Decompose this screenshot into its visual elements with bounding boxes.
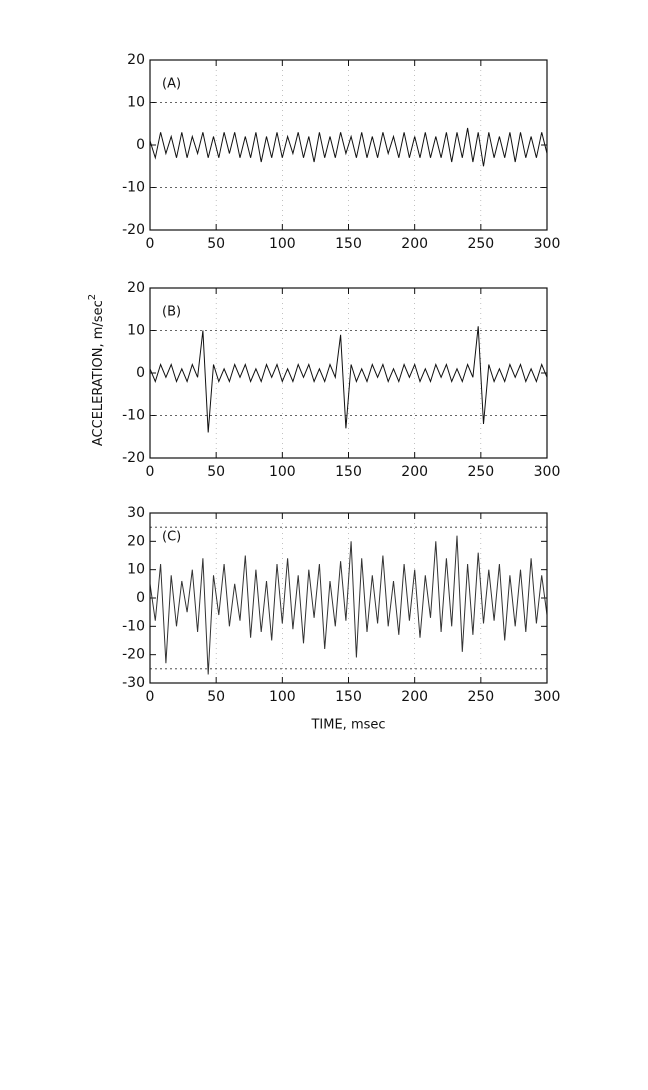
y-tick-label: 30 bbox=[127, 505, 145, 521]
x-tick-label: 250 bbox=[467, 464, 494, 480]
x-tick-label: 0 bbox=[146, 464, 155, 480]
x-tick-label: 0 bbox=[146, 236, 155, 252]
y-tick-label: -20 bbox=[122, 450, 145, 466]
x-tick-label: 300 bbox=[534, 689, 561, 705]
plot-frame bbox=[149, 59, 548, 231]
x-axis-label: TIME, msec bbox=[310, 718, 385, 733]
x-tick-label: 50 bbox=[207, 689, 225, 705]
y-tick-label: -10 bbox=[122, 180, 145, 196]
signal-line bbox=[149, 326, 548, 433]
y-tick-label: -10 bbox=[122, 408, 145, 424]
x-tick-label: 150 bbox=[335, 689, 362, 705]
x-tick-label: 200 bbox=[401, 236, 428, 252]
plot-frame bbox=[149, 287, 548, 459]
x-tick-label: 100 bbox=[269, 464, 296, 480]
x-tick-label: 150 bbox=[335, 464, 362, 480]
y-axis-label-sup: 2 bbox=[87, 294, 98, 300]
y-tick-label: 10 bbox=[127, 562, 145, 578]
x-tick-label: 100 bbox=[269, 689, 296, 705]
panel-label: (A) bbox=[162, 77, 181, 92]
x-tick-label: 250 bbox=[467, 236, 494, 252]
y-tick-label: -20 bbox=[122, 647, 145, 663]
x-tick-label: 250 bbox=[467, 689, 494, 705]
y-axis-label: ACCELERATION, m/sec2 bbox=[87, 294, 106, 446]
x-tick-label: 300 bbox=[534, 464, 561, 480]
y-tick-label: 20 bbox=[127, 533, 145, 549]
y-tick-label: 20 bbox=[127, 280, 145, 296]
x-tick-label: 150 bbox=[335, 236, 362, 252]
y-tick-label: 0 bbox=[136, 590, 145, 606]
y-tick-label: 10 bbox=[127, 323, 145, 339]
x-tick-label: 50 bbox=[207, 236, 225, 252]
plot-frame bbox=[149, 512, 548, 684]
x-tick-label: 100 bbox=[269, 236, 296, 252]
y-tick-label: -20 bbox=[122, 222, 145, 238]
y-axis-label-text: ACCELERATION, m/sec bbox=[91, 300, 106, 446]
y-tick-label: 0 bbox=[136, 365, 145, 381]
y-tick-label: 0 bbox=[136, 137, 145, 153]
y-tick-label: 20 bbox=[127, 52, 145, 68]
x-tick-label: 200 bbox=[401, 464, 428, 480]
x-tick-label: 50 bbox=[207, 464, 225, 480]
panel-label: (B) bbox=[162, 305, 181, 320]
x-tick-label: 0 bbox=[146, 689, 155, 705]
x-tick-label: 200 bbox=[401, 689, 428, 705]
panel-label: (C) bbox=[162, 530, 181, 545]
signal-line bbox=[149, 127, 548, 167]
y-tick-label: 10 bbox=[127, 95, 145, 111]
y-tick-label: -30 bbox=[122, 675, 145, 691]
x-tick-label: 300 bbox=[534, 236, 561, 252]
signal-line bbox=[149, 535, 548, 675]
y-tick-label: -10 bbox=[122, 618, 145, 634]
